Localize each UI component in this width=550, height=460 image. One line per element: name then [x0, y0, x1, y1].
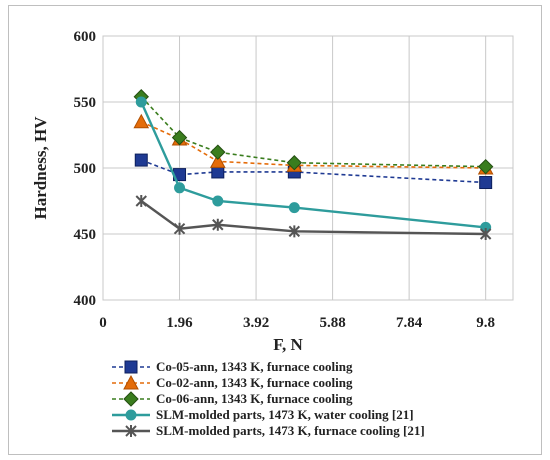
legend-marker	[123, 391, 139, 407]
y-axis-title: Hardness, HV	[31, 116, 50, 220]
legend-label: Co-05-ann, 1343 K, furnace cooling	[156, 359, 353, 374]
data-point	[479, 228, 492, 240]
data-point	[135, 96, 147, 108]
legend-label: Co-06-ann, 1343 K, furnace cooling	[156, 391, 353, 406]
data-point	[288, 202, 300, 214]
x-tick-label: 5.88	[319, 315, 345, 331]
x-tick-label: 7.84	[396, 315, 423, 331]
y-tick-label: 500	[74, 161, 97, 177]
data-point	[174, 182, 186, 194]
data-point	[477, 158, 494, 175]
legend-entry-1: Co-05-ann, 1343 K, furnace cooling	[112, 359, 353, 374]
grid	[102, 35, 514, 301]
x-tick-label: 3.92	[243, 315, 269, 331]
legend: Co-05-ann, 1343 K, furnace coolingCo-02-…	[112, 359, 425, 438]
series-layer	[133, 89, 494, 240]
data-point	[134, 153, 148, 167]
y-tick-label: 400	[74, 293, 97, 309]
x-axis-title: F, N	[273, 335, 303, 354]
legend-marker	[125, 409, 137, 421]
data-point	[173, 222, 186, 235]
series-1	[134, 153, 493, 190]
legend-entry-5: SLM-molded parts, 1473 K, furnace coolin…	[112, 423, 425, 438]
y-tick-label: 450	[74, 227, 97, 243]
legend-label: SLM-molded parts, 1473 K, water cooling …	[156, 407, 414, 422]
legend-marker	[123, 374, 139, 390]
plot-border	[102, 35, 514, 301]
x-tick-label: 0	[99, 315, 107, 331]
data-point	[212, 195, 224, 207]
series-4	[135, 96, 492, 233]
data-point	[479, 176, 493, 190]
data-point	[135, 195, 147, 207]
legend-label: Co-02-ann, 1343 K, furnace cooling	[156, 375, 353, 390]
series-3	[133, 89, 494, 175]
series-line	[140, 200, 486, 236]
data-point	[212, 218, 224, 231]
series-line	[140, 96, 486, 168]
legend-entry-2: Co-02-ann, 1343 K, furnace cooling	[112, 374, 353, 390]
data-point	[210, 144, 226, 160]
series-line	[140, 101, 486, 229]
y-tick-label: 550	[74, 95, 97, 111]
x-tick-label: 1.96	[166, 315, 193, 331]
data-point	[209, 153, 226, 168]
series-5	[135, 195, 492, 240]
data-point	[288, 225, 301, 238]
legend-entry-3: Co-06-ann, 1343 K, furnace cooling	[112, 391, 353, 407]
legend-label: SLM-molded parts, 1473 K, furnace coolin…	[156, 423, 425, 438]
x-tick-label: 9.8	[476, 315, 495, 331]
legend-marker	[125, 425, 137, 437]
y-tick-label: 600	[74, 29, 97, 45]
legend-marker	[124, 360, 138, 374]
data-point	[171, 129, 188, 146]
data-point	[133, 113, 150, 129]
series-line	[140, 159, 486, 184]
legend-entry-4: SLM-molded parts, 1473 K, water cooling …	[112, 407, 414, 422]
data-point	[286, 155, 303, 171]
series-line	[140, 121, 486, 169]
axes: 400 450 500 550 600 0 1.96 3.92 5.88 7.84 9.8	[74, 29, 496, 331]
